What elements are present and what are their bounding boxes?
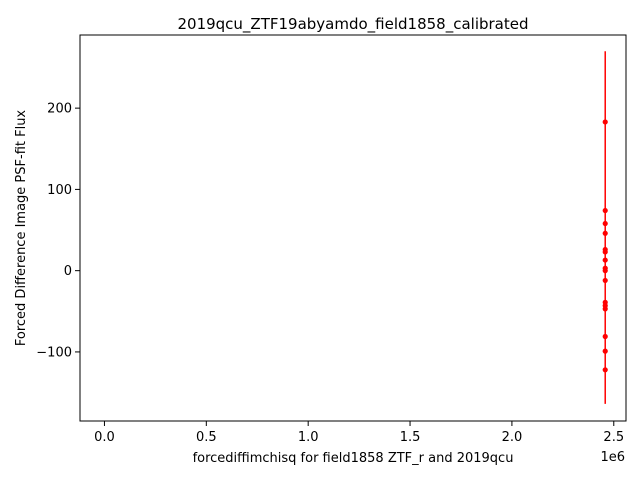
data-point	[602, 119, 608, 125]
plot-area-frame	[79, 34, 627, 422]
x-axis-offset-label: 1e6	[600, 450, 625, 465]
data-point	[602, 249, 608, 255]
chart-title: 2019qcu_ZTF19abyamdo_field1858_calibrate…	[177, 15, 528, 34]
y-tick-label: 0	[64, 264, 72, 279]
y-tick-label: 100	[47, 183, 72, 198]
data-point	[602, 277, 608, 284]
data-point	[602, 268, 608, 274]
y-axis-label: Forced Difference Image PSF-fit Flux	[14, 110, 29, 347]
y-tick-label: −100	[36, 345, 72, 360]
y-tick-label: 200	[47, 102, 72, 117]
data-point	[602, 367, 608, 373]
data-point	[602, 333, 608, 340]
x-tick-label: 1.0	[298, 430, 319, 445]
x-tick-label: 0.0	[94, 430, 115, 445]
x-tick-label: 2.0	[502, 430, 523, 445]
x-axis: 0.0 0.5 1.0 1.5 2.0 2.5	[94, 421, 624, 445]
y-axis: −100 0 100 200	[36, 102, 80, 360]
x-tick-label: 2.5	[603, 430, 624, 445]
data-point	[602, 230, 608, 236]
data-point	[602, 306, 608, 312]
x-tick-label: 1.5	[400, 430, 421, 445]
data-point	[602, 348, 608, 354]
data-point	[602, 207, 608, 214]
x-tick-label: 0.5	[196, 430, 217, 445]
data-point	[602, 220, 608, 227]
data-point	[602, 257, 608, 263]
x-axis-label: forcediffimchisq for field1858 ZTF_r and…	[193, 451, 514, 466]
plot-layer	[602, 51, 608, 404]
